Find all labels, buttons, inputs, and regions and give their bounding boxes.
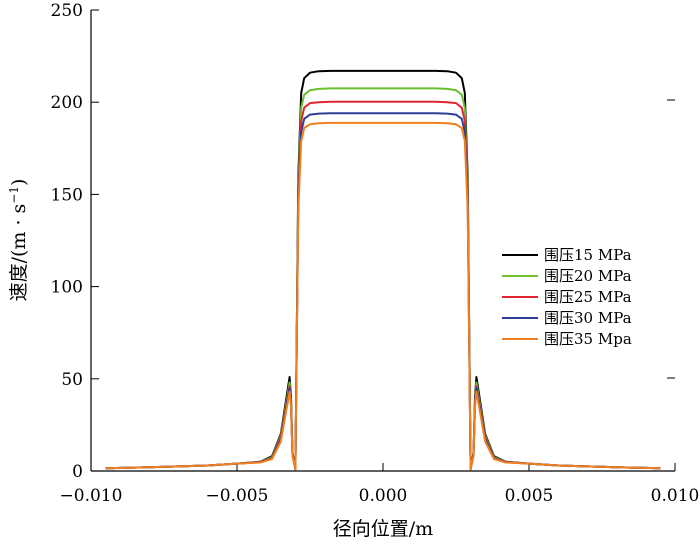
legend: 围压15 MPa 围压20 MPa 围压25 MPa 围压30 MPa 围压35 Mpa xyxy=(502,246,632,348)
legend-label: 围压35 Mpa xyxy=(544,330,632,348)
y-tick-label: 250 xyxy=(51,1,83,21)
y-tick-label: 150 xyxy=(51,185,83,205)
y-tick-label: 50 xyxy=(61,370,83,390)
plot-frame xyxy=(90,10,675,472)
x-tick-label: 0.005 xyxy=(505,486,554,506)
x-axis-title: 径向位置/m xyxy=(333,518,433,540)
x-axis: −0.010 −0.005 0.000 0.005 0.010 xyxy=(60,463,700,506)
series-lines xyxy=(105,69,661,471)
y-tick-label: 100 xyxy=(51,278,83,298)
x-tick-label: 0.000 xyxy=(359,486,408,506)
x-tick-label: 0.010 xyxy=(651,486,700,506)
legend-label: 围压25 MPa xyxy=(544,288,632,306)
y-tick-label: 0 xyxy=(72,462,83,482)
y-tick-label: 200 xyxy=(51,93,83,113)
series-line-3 xyxy=(105,100,661,471)
legend-label: 围压15 MPa xyxy=(544,246,632,264)
legend-label: 围压30 MPa xyxy=(544,309,632,327)
x-tick-label: −0.005 xyxy=(206,486,269,506)
y-axis-title: 速度/(m · s−1) xyxy=(7,179,30,302)
y-axis-title-superscript: −1 xyxy=(7,186,21,204)
series-line-5 xyxy=(105,121,661,471)
y-axis-title-main: 速度/(m · s xyxy=(8,204,30,302)
y-axis: 0 50 100 150 200 250 xyxy=(51,1,99,482)
y-axis-title-end: ) xyxy=(8,179,30,186)
x-tick-label: −0.010 xyxy=(60,486,123,506)
legend-label: 围压20 MPa xyxy=(544,267,632,285)
